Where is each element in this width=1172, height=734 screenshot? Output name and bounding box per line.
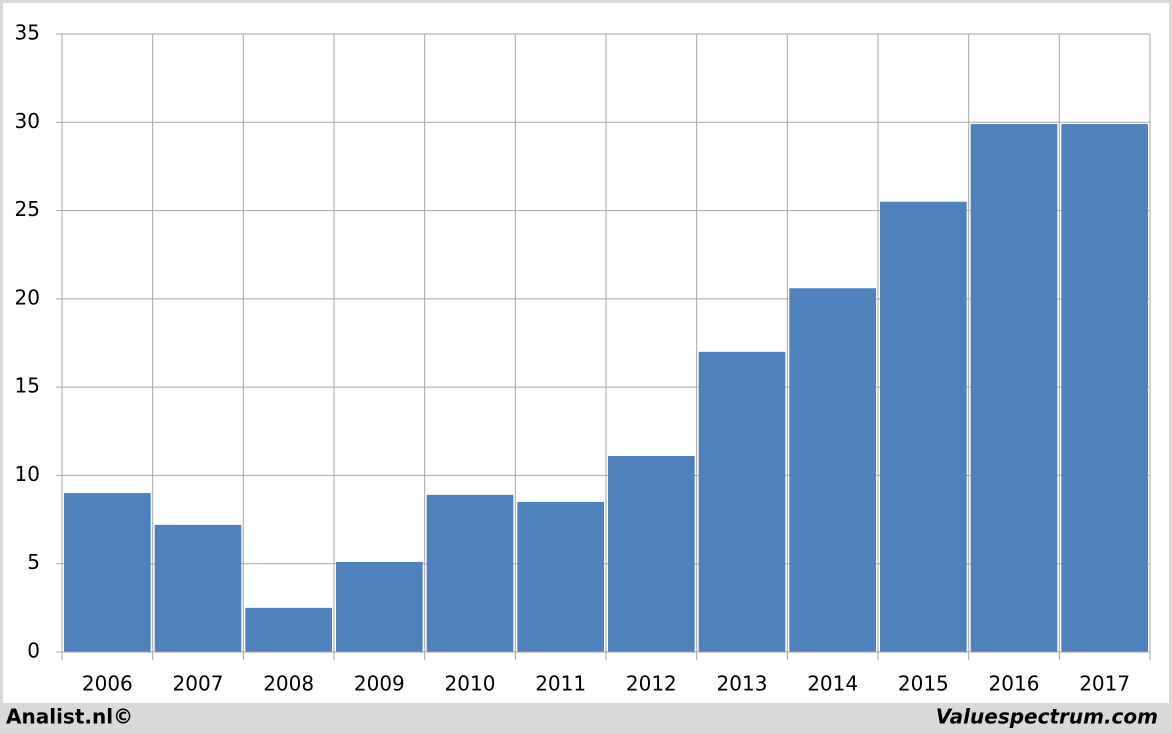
x-tick-label: 2011: [535, 672, 586, 696]
y-tick-label: 25: [15, 197, 40, 221]
bar: [698, 351, 786, 652]
y-tick-label: 30: [15, 109, 40, 133]
x-tick-label: 2014: [807, 672, 858, 696]
y-tick-label: 10: [15, 462, 40, 486]
bar: [64, 493, 151, 652]
bar: [789, 288, 876, 652]
footer-left: Analist.nl©: [6, 705, 133, 729]
x-tick-label: 2015: [898, 672, 949, 696]
x-tick-label: 2013: [717, 672, 768, 696]
x-tick-label: 2010: [445, 672, 496, 696]
y-tick-label: 15: [15, 374, 40, 398]
bar: [245, 607, 332, 652]
bar: [154, 524, 242, 652]
x-tick-label: 2006: [82, 672, 133, 696]
y-tick-label: 0: [27, 639, 40, 663]
bar: [426, 494, 514, 652]
bar: [1061, 124, 1148, 652]
x-tick-label: 2016: [989, 672, 1040, 696]
y-tick-label: 5: [27, 550, 40, 574]
bar: [517, 501, 604, 652]
x-tick-label: 2008: [263, 672, 314, 696]
y-tick-label: 35: [15, 21, 40, 45]
x-tick-label: 2007: [173, 672, 224, 696]
x-tick-label: 2012: [626, 672, 677, 696]
bar: [970, 124, 1058, 652]
bar: [608, 456, 695, 652]
y-tick-label: 20: [15, 285, 40, 309]
x-tick-label: 2009: [354, 672, 405, 696]
footer-right: Valuespectrum.com: [936, 705, 1158, 729]
bar: [336, 561, 423, 652]
bar: [880, 201, 967, 652]
x-tick-label: 2017: [1079, 672, 1130, 696]
